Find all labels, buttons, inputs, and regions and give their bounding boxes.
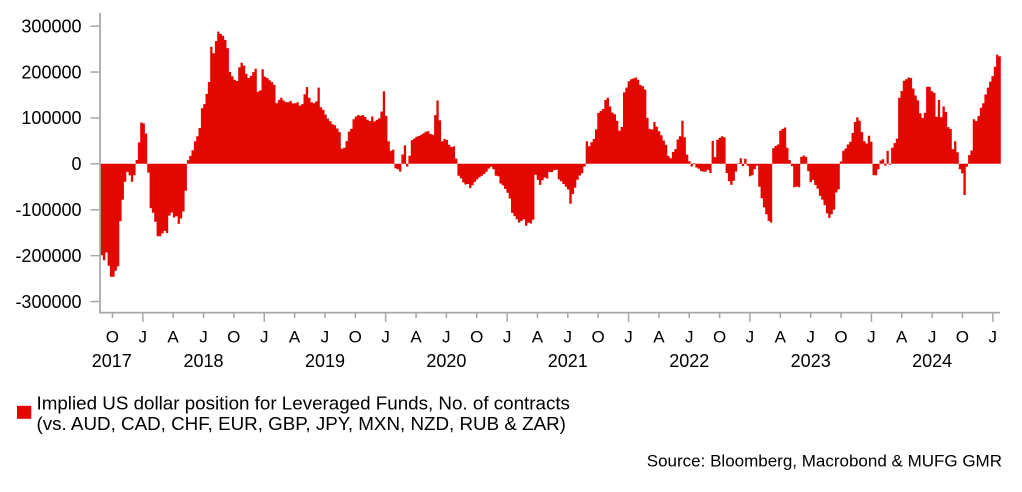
svg-text:O: O xyxy=(956,328,969,347)
svg-text:J: J xyxy=(381,328,390,347)
svg-text:0: 0 xyxy=(71,154,81,174)
svg-text:A: A xyxy=(532,328,544,347)
svg-text:(vs. AUD, CAD, CHF, EUR, GBP,: (vs. AUD, CAD, CHF, EUR, GBP, JPY, MXN, … xyxy=(37,413,566,434)
svg-text:-200000: -200000 xyxy=(15,246,81,266)
svg-text:2020: 2020 xyxy=(426,351,466,371)
svg-text:2019: 2019 xyxy=(305,351,345,371)
svg-text:2018: 2018 xyxy=(183,351,223,371)
svg-text:2024: 2024 xyxy=(912,351,952,371)
svg-text:O: O xyxy=(591,328,604,347)
svg-text:-300000: -300000 xyxy=(15,292,81,312)
svg-text:200000: 200000 xyxy=(21,62,81,82)
svg-text:300000: 300000 xyxy=(21,16,81,36)
svg-text:J: J xyxy=(442,328,451,347)
svg-text:A: A xyxy=(410,328,422,347)
svg-text:J: J xyxy=(564,328,573,347)
svg-text:J: J xyxy=(989,328,998,347)
svg-text:2021: 2021 xyxy=(548,351,588,371)
svg-text:O: O xyxy=(713,328,726,347)
svg-text:O: O xyxy=(106,328,119,347)
svg-text:J: J xyxy=(685,328,694,347)
svg-text:A: A xyxy=(896,328,908,347)
svg-text:A: A xyxy=(289,328,301,347)
svg-text:J: J xyxy=(321,328,330,347)
svg-text:A: A xyxy=(167,328,179,347)
svg-text:2023: 2023 xyxy=(791,351,831,371)
svg-text:Source: Bloomberg, Macrobond &: Source: Bloomberg, Macrobond & MUFG GMR xyxy=(647,451,1002,470)
svg-text:J: J xyxy=(260,328,269,347)
svg-text:J: J xyxy=(199,328,208,347)
svg-text:O: O xyxy=(834,328,847,347)
svg-text:J: J xyxy=(503,328,512,347)
svg-text:O: O xyxy=(227,328,240,347)
svg-text:J: J xyxy=(867,328,876,347)
svg-text:J: J xyxy=(624,328,633,347)
svg-text:A: A xyxy=(775,328,787,347)
svg-text:Implied US dollar position for: Implied US dollar position for Leveraged… xyxy=(37,392,570,413)
svg-text:O: O xyxy=(470,328,483,347)
svg-text:2022: 2022 xyxy=(669,351,709,371)
svg-text:J: J xyxy=(139,328,148,347)
svg-text:A: A xyxy=(653,328,665,347)
svg-text:100000: 100000 xyxy=(21,108,81,128)
svg-text:O: O xyxy=(349,328,362,347)
svg-text:J: J xyxy=(928,328,937,347)
svg-text:2017: 2017 xyxy=(92,351,132,371)
svg-text:J: J xyxy=(806,328,815,347)
svg-text:J: J xyxy=(746,328,755,347)
svg-text:-100000: -100000 xyxy=(15,200,81,220)
